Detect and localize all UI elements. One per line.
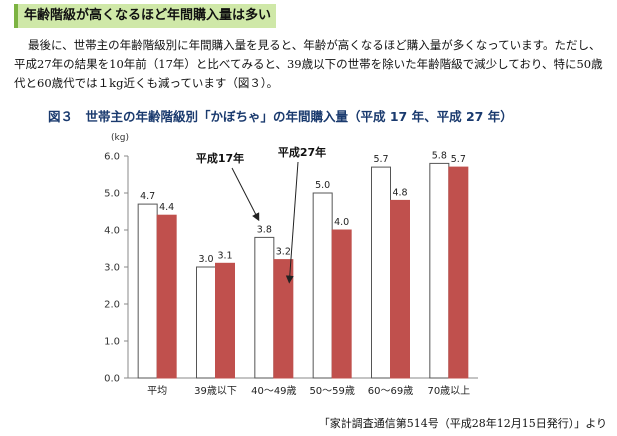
bar-h17 [254, 236, 275, 379]
bar-data-label: 4.4 [159, 202, 174, 213]
x-category-label: 60～69歳 [368, 385, 413, 397]
bar-chart: (kg) 0.0 1.0 2.0 3.0 4.0 5.0 6.0 平均 4.7 4.4 39歳以下 3.… [104, 133, 478, 397]
x-category-label: 39歳以下 [194, 385, 237, 397]
annotation-h27-arrow [285, 161, 299, 284]
y-tick-label: 2.0 [104, 300, 120, 311]
y-tick-label: 3.0 [104, 263, 120, 274]
body-paragraph: 最後に、世帯主の年齢階級別に年間購入量を見ると、年齢が高くなるほど購入量が多くな… [14, 38, 603, 90]
bar-h27 [390, 199, 410, 379]
bar-data-label: 5.8 [432, 150, 447, 161]
bar-data-label: 3.2 [276, 247, 291, 258]
bar-h17 [312, 192, 333, 379]
bar-h27 [156, 214, 177, 379]
bar-h27 [331, 229, 352, 379]
y-tick-label: 4.0 [104, 226, 120, 237]
y-tick-label: 6.0 [104, 152, 120, 163]
bar-h27 [448, 166, 469, 379]
annotation-h17: 平成17年 [196, 151, 244, 165]
section-heading: 年齢階級が高くなるほど年間購入量は多い [14, 4, 276, 28]
bar-data-label: 5.0 [315, 180, 330, 191]
annotation-h27: 平成27年 [278, 145, 326, 159]
bar-data-label: 5.7 [451, 154, 466, 165]
bar-h17 [196, 266, 216, 379]
source-note: 「家計調査通信第514号（平成28年12月15日発行）」より [318, 417, 607, 430]
bar-h27 [215, 262, 235, 379]
y-tick-label: 0.0 [104, 374, 120, 385]
bar-h17 [371, 166, 391, 379]
bar-data-label: 5.7 [373, 154, 388, 165]
y-tick-label: 1.0 [104, 337, 120, 348]
bar-data-label: 4.8 [392, 187, 407, 198]
x-category-label: 70歳以上 [427, 385, 470, 397]
x-category-label: 50～59歳 [309, 385, 354, 397]
bar-data-label: 3.0 [198, 254, 213, 265]
annotation-h17-arrow [231, 167, 260, 222]
x-category-label: 平均 [147, 385, 167, 397]
bar-h17 [137, 203, 158, 379]
y-tick-label: 5.0 [104, 189, 120, 200]
bar-data-label: 3.8 [257, 224, 272, 235]
bar-data-label: 3.1 [217, 250, 232, 261]
bar-h17 [429, 162, 450, 379]
bar-data-label: 4.0 [334, 217, 349, 228]
x-category-label: 40～49歳 [251, 385, 296, 397]
bar-data-label: 4.7 [140, 191, 155, 202]
figure-title: 図３ 世帯主の年齢階級別「かぼちゃ」の年間購入量（平成 17 年、平成 27 年… [48, 109, 513, 124]
y-axis-unit: (kg) [111, 133, 129, 143]
bar-h27 [273, 259, 294, 379]
